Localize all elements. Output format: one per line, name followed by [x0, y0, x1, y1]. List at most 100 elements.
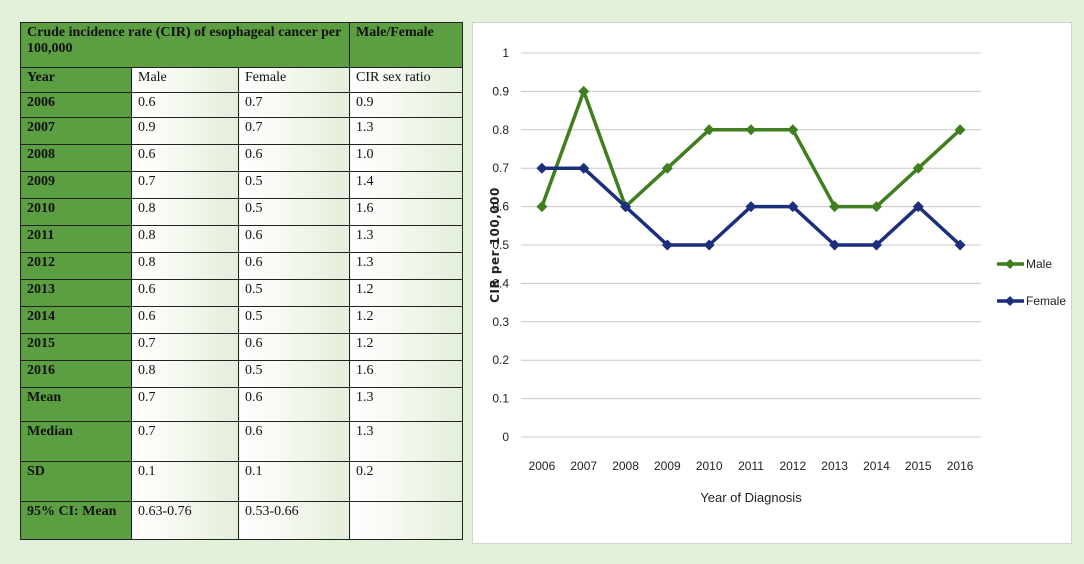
legend-label-female: Female	[1026, 294, 1066, 308]
female-data-point	[703, 239, 715, 251]
y-tick-label: 0.1	[492, 392, 509, 406]
female-value: 0.6	[237, 387, 351, 422]
female-value: 0.1	[237, 461, 351, 502]
y-tick-label: 1	[502, 46, 509, 60]
ratio-value: 1.2	[349, 333, 464, 361]
table-row: 2007 0.9 0.7 1.3	[20, 117, 464, 145]
female-data-point	[954, 239, 966, 251]
female-data-point	[745, 201, 757, 213]
legend-marker-male	[1005, 259, 1015, 269]
x-tick-label: 2007	[570, 459, 597, 473]
ratio-value: 1.3	[349, 225, 464, 253]
table-row: 2011 0.8 0.6 1.3	[20, 225, 464, 253]
male-data-point	[703, 124, 715, 136]
ratio-value: 0.9	[349, 92, 464, 118]
female-value: 0.6	[237, 333, 351, 361]
table-row: 2008 0.6 0.6 1.0	[20, 144, 464, 172]
row-label: 2015	[20, 333, 132, 361]
y-tick-label: 0.5	[492, 238, 509, 252]
ratio-value: 1.6	[349, 360, 464, 388]
y-tick-label: 0.7	[492, 161, 509, 175]
female-value: 0.5	[237, 360, 351, 388]
ratio-value: 1.4	[349, 171, 464, 199]
male-value: 0.63-0.76	[131, 501, 239, 540]
ratio-value	[349, 501, 464, 540]
male-value: 0.8	[131, 225, 239, 253]
x-tick-label: 2015	[905, 459, 932, 473]
female-value: 0.6	[237, 225, 351, 253]
x-tick-label: 2012	[779, 459, 806, 473]
female-data-point	[578, 162, 590, 174]
row-label: Median	[20, 421, 132, 462]
female-data-point	[620, 201, 632, 213]
male-value: 0.9	[131, 117, 239, 145]
row-label: SD	[20, 461, 132, 502]
table-row: 2010 0.8 0.5 1.6	[20, 198, 464, 226]
col-header-male: Male	[131, 67, 239, 93]
female-value: 0.7	[237, 117, 351, 145]
ratio-value: 1.3	[349, 252, 464, 280]
male-data-point	[954, 124, 966, 136]
y-axis-label: CIR per 100,000	[488, 187, 502, 303]
legend-item-female: Female	[997, 294, 1066, 308]
male-value: 0.7	[131, 333, 239, 361]
cir-table-panel: Crude incidence rate (CIR) of esophageal…	[19, 22, 464, 544]
x-tick-label: 2008	[612, 459, 639, 473]
female-value: 0.5	[237, 171, 351, 199]
row-label: 2012	[20, 252, 132, 280]
female-data-point	[870, 239, 882, 251]
row-label: 2011	[20, 225, 132, 253]
cir-table-body: Crude incidence rate (CIR) of esophageal…	[19, 22, 464, 540]
male-value: 0.8	[131, 252, 239, 280]
male-data-point	[745, 124, 757, 136]
female-value: 0.6	[237, 421, 351, 462]
ratio-value: 1.2	[349, 279, 464, 307]
male-value: 0.6	[131, 279, 239, 307]
female-value: 0.7	[237, 92, 351, 118]
male-data-point	[829, 201, 841, 213]
female-value: 0.53-0.66	[237, 501, 351, 540]
table-row: 2013 0.6 0.5 1.2	[20, 279, 464, 307]
ratio-value: 1.6	[349, 198, 464, 226]
ratio-value: 1.2	[349, 306, 464, 334]
x-tick-labels: 2006 2007 2008 2009 2010 2011 2012 2013 2014 2015…	[529, 459, 974, 473]
row-label: 2014	[20, 306, 132, 334]
col-header-year: Year	[20, 67, 132, 93]
table-row: 95% CI: Mean 0.63-0.76 0.53-0.66	[20, 501, 464, 540]
male-data-point	[536, 201, 548, 213]
female-value: 0.6	[237, 252, 351, 280]
table-row: 2006 0.6 0.7 0.9	[20, 92, 464, 118]
line-chart: 00.10.20.30.40.50.60.70.80.91 2006 2007 20…	[488, 46, 1066, 505]
col-header-ratio: CIR sex ratio	[349, 67, 464, 93]
female-data-point	[912, 201, 924, 213]
table-row: Median 0.7 0.6 1.3	[20, 421, 464, 462]
ratio-value: 1.0	[349, 144, 464, 172]
male-value: 0.6	[131, 306, 239, 334]
male-value: 0.1	[131, 461, 239, 502]
male-data-point	[912, 162, 924, 174]
female-value: 0.6	[237, 144, 351, 172]
col-header-female: Female	[237, 67, 351, 93]
table-row: 2009 0.7 0.5 1.4	[20, 171, 464, 199]
female-value: 0.5	[237, 306, 351, 334]
male-value: 0.8	[131, 198, 239, 226]
male-data-point	[578, 85, 590, 97]
ratio-header: Male/Female	[349, 22, 464, 68]
y-tick-label: 0.3	[492, 315, 509, 329]
ratio-value: 1.3	[349, 421, 464, 462]
row-label: 2006	[20, 92, 132, 118]
legend: Male Female	[997, 257, 1066, 308]
male-value: 0.7	[131, 421, 239, 462]
x-tick-label: 2009	[654, 459, 681, 473]
male-data-point	[787, 124, 799, 136]
x-tick-label: 2014	[863, 459, 890, 473]
ratio-value: 1.3	[349, 387, 464, 422]
male-value: 0.8	[131, 360, 239, 388]
female-data-point	[787, 201, 799, 213]
y-tick-label: 0.2	[492, 353, 509, 367]
x-tick-label: 2011	[738, 459, 764, 473]
female-value: 0.5	[237, 279, 351, 307]
table-row: 2012 0.8 0.6 1.3	[20, 252, 464, 280]
y-tick-label: 0.9	[492, 84, 509, 98]
legend-label-male: Male	[1026, 257, 1052, 271]
